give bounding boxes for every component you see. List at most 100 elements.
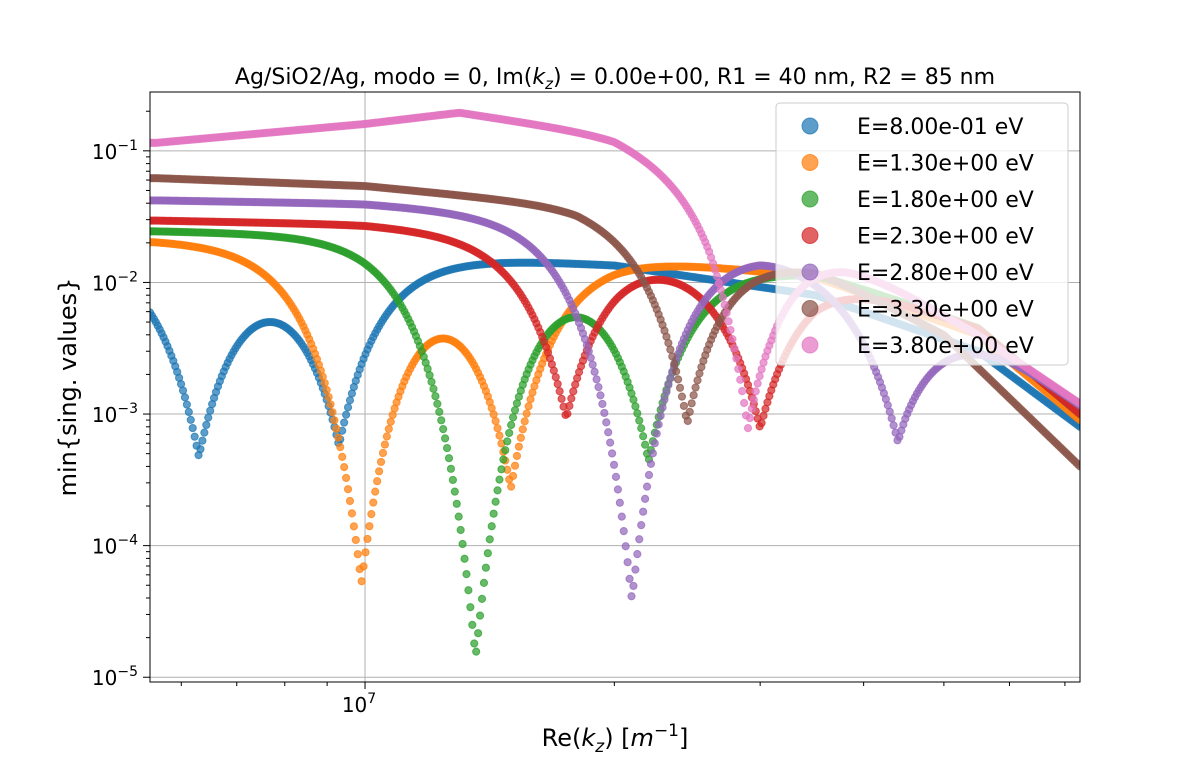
data-point bbox=[489, 509, 498, 518]
data-point bbox=[590, 367, 599, 376]
data-point bbox=[631, 402, 640, 411]
data-point bbox=[468, 620, 477, 630]
data-point bbox=[454, 512, 463, 521]
data-point bbox=[685, 407, 694, 416]
legend-marker bbox=[801, 336, 819, 354]
data-point bbox=[604, 428, 613, 437]
data-point bbox=[369, 498, 378, 507]
data-point bbox=[609, 460, 619, 469]
data-point bbox=[885, 407, 894, 416]
data-point bbox=[644, 470, 654, 480]
data-point bbox=[751, 387, 760, 396]
data-point bbox=[598, 399, 607, 409]
data-point bbox=[526, 395, 535, 404]
legend-marker bbox=[801, 263, 819, 281]
y-axis-label: min{sing. values} bbox=[54, 278, 82, 497]
data-point bbox=[491, 417, 500, 426]
data-point bbox=[687, 399, 696, 408]
data-point bbox=[514, 442, 523, 451]
data-point bbox=[654, 420, 663, 429]
data-point bbox=[493, 486, 502, 495]
legend-marker bbox=[801, 117, 819, 135]
data-point bbox=[615, 498, 624, 507]
data-point bbox=[507, 420, 516, 430]
data-point bbox=[188, 423, 197, 433]
data-point bbox=[196, 445, 205, 454]
data-point bbox=[446, 464, 456, 473]
data-point bbox=[441, 434, 450, 443]
data-point bbox=[734, 364, 743, 374]
data-point bbox=[495, 475, 504, 484]
legend-marker bbox=[801, 227, 819, 244]
data-point bbox=[479, 578, 489, 588]
data-point bbox=[1075, 415, 1080, 425]
data-point bbox=[650, 439, 659, 448]
data-point bbox=[640, 440, 650, 449]
data-point bbox=[178, 386, 188, 395]
data-point bbox=[439, 425, 448, 434]
data-point bbox=[334, 433, 343, 442]
data-point bbox=[429, 384, 438, 393]
data-point bbox=[664, 338, 673, 348]
data-point bbox=[606, 438, 615, 447]
legend-marker bbox=[801, 190, 819, 208]
data-point bbox=[487, 522, 496, 531]
data-point bbox=[322, 385, 331, 395]
data-point bbox=[466, 603, 475, 612]
data-point bbox=[662, 387, 671, 397]
data-point bbox=[714, 278, 723, 288]
data-point bbox=[889, 421, 898, 430]
data-point bbox=[431, 392, 440, 401]
data-point bbox=[336, 443, 345, 452]
data-point bbox=[555, 387, 564, 396]
data-point bbox=[340, 463, 349, 472]
data-point bbox=[759, 411, 768, 420]
legend-marker bbox=[801, 300, 819, 317]
data-point bbox=[448, 475, 457, 485]
data-point bbox=[343, 485, 353, 494]
data-point bbox=[342, 410, 351, 419]
data-point bbox=[367, 509, 376, 519]
data-point bbox=[675, 383, 685, 392]
data-point bbox=[505, 428, 514, 438]
data-point bbox=[489, 410, 498, 419]
data-point bbox=[351, 535, 360, 545]
data-point bbox=[425, 371, 434, 380]
data-point bbox=[1075, 410, 1080, 419]
data-point bbox=[617, 512, 626, 521]
data-point bbox=[458, 539, 467, 549]
data-point bbox=[619, 527, 628, 536]
data-point bbox=[646, 459, 656, 468]
data-point bbox=[435, 407, 444, 417]
data-point bbox=[365, 522, 374, 531]
data-point bbox=[508, 413, 518, 422]
data-point bbox=[342, 473, 351, 483]
data-point bbox=[497, 465, 506, 474]
data-point bbox=[444, 454, 454, 463]
data-point bbox=[887, 414, 896, 423]
data-point bbox=[338, 452, 347, 461]
data-point bbox=[745, 413, 755, 423]
data-point bbox=[180, 393, 190, 402]
data-point bbox=[569, 387, 578, 396]
data-point bbox=[330, 416, 339, 425]
data-point bbox=[359, 562, 368, 571]
data-point bbox=[732, 354, 741, 363]
data-point bbox=[324, 392, 333, 402]
data-point bbox=[1075, 422, 1080, 431]
data-point bbox=[693, 376, 702, 385]
data-point bbox=[507, 482, 516, 491]
data-point bbox=[384, 424, 393, 434]
data-point bbox=[629, 581, 638, 591]
data-point bbox=[462, 570, 471, 579]
data-point bbox=[602, 418, 611, 427]
data-point bbox=[347, 509, 357, 518]
data-point bbox=[588, 360, 597, 369]
data-point bbox=[200, 428, 209, 437]
data-point bbox=[664, 380, 673, 390]
data-point bbox=[627, 592, 636, 601]
data-point bbox=[740, 398, 749, 408]
data-point bbox=[625, 574, 634, 583]
data-point bbox=[493, 424, 502, 433]
data-point bbox=[371, 487, 380, 496]
